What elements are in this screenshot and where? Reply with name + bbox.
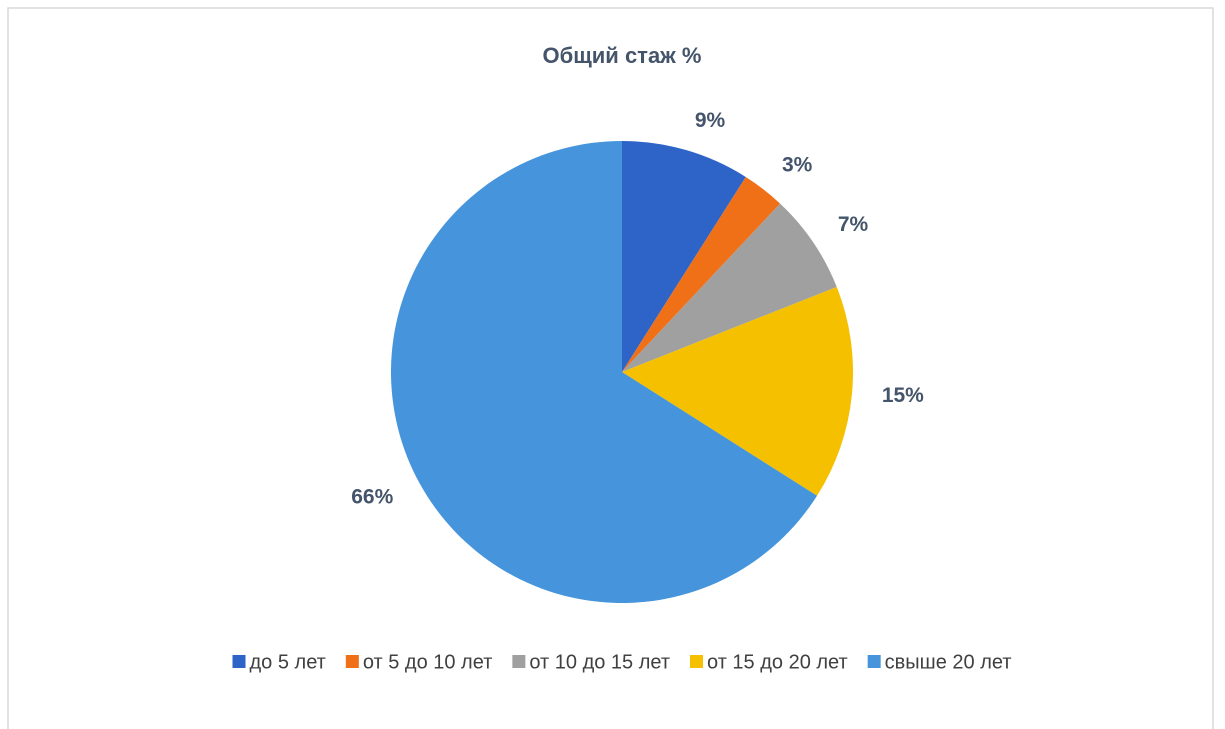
legend-swatch — [345, 655, 359, 668]
legend-label: от 15 до 20 лет — [707, 651, 848, 673]
pie-slice — [622, 141, 746, 372]
data-label: 15% — [882, 384, 924, 407]
legend-label: от 10 до 15 лет — [529, 651, 670, 673]
legend-label: свыше 20 лет — [885, 651, 1012, 673]
legend-swatch — [690, 655, 704, 668]
legend-swatch — [867, 655, 881, 668]
chart-title: Общий стаж % — [543, 43, 702, 68]
pie-slice — [622, 286, 854, 496]
legend-label: от 5 до 10 лет — [363, 651, 493, 673]
pie-slice — [622, 176, 781, 372]
legend-label: до 5 лет — [250, 651, 326, 673]
legend-swatch — [232, 655, 246, 668]
data-label: 9% — [695, 109, 726, 132]
data-label: 3% — [782, 153, 813, 176]
data-label: 66% — [351, 485, 393, 508]
legend-swatch — [512, 655, 526, 668]
pie-slice — [622, 203, 837, 372]
data-label: 7% — [838, 213, 869, 236]
pie-slice — [391, 141, 818, 603]
